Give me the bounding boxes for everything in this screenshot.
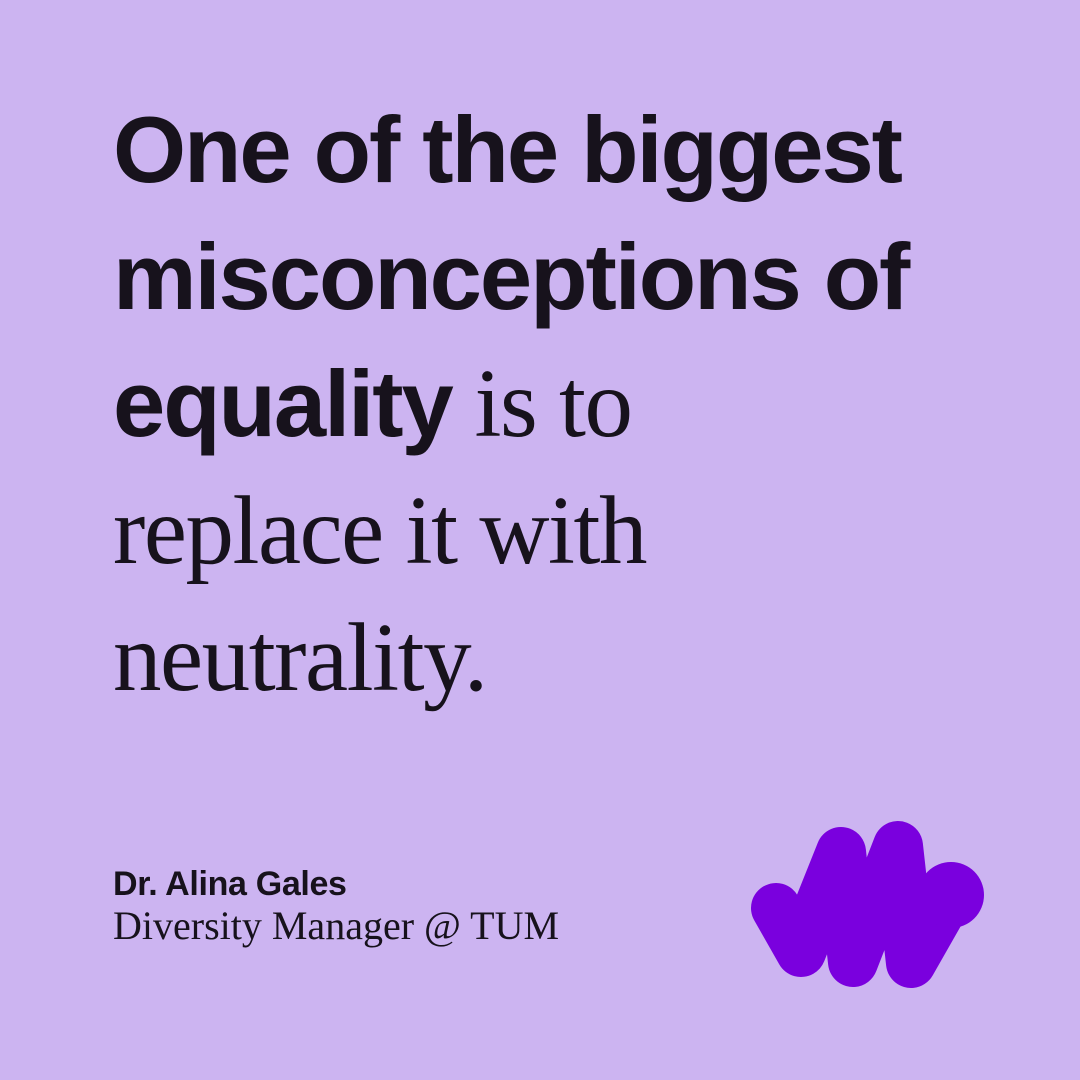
quote-text-block: One of the biggest misconceptions of equ… (113, 100, 1013, 735)
attribution-block: Dr. Alina Gales Diversity Manager @ TUM (113, 864, 559, 948)
squiggle-stroke (751, 821, 973, 988)
quote-line-2: misconceptions of (113, 227, 1013, 354)
quote-bold-segment: misconceptions of (113, 224, 910, 329)
quote-serif-segment: neutrality. (113, 604, 488, 711)
quote-line-4: replace it with (113, 481, 1013, 608)
quote-line-1: One of the biggest (113, 100, 1013, 227)
squiggle-tip (918, 862, 984, 928)
quote-line-5: neutrality. (113, 608, 1013, 735)
author-name: Dr. Alina Gales (113, 865, 347, 903)
author-role: Diversity Manager @ TUM (113, 903, 560, 948)
quote-serif-segment: replace it with (113, 477, 647, 584)
quote-bold-segment: One of the biggest (113, 97, 903, 202)
quote-bold-segment: equality (113, 351, 454, 456)
squiggle-logo-icon (751, 821, 984, 988)
quote-serif-segment: is to (451, 350, 633, 457)
quote-line-3: equality is to (113, 354, 1013, 481)
